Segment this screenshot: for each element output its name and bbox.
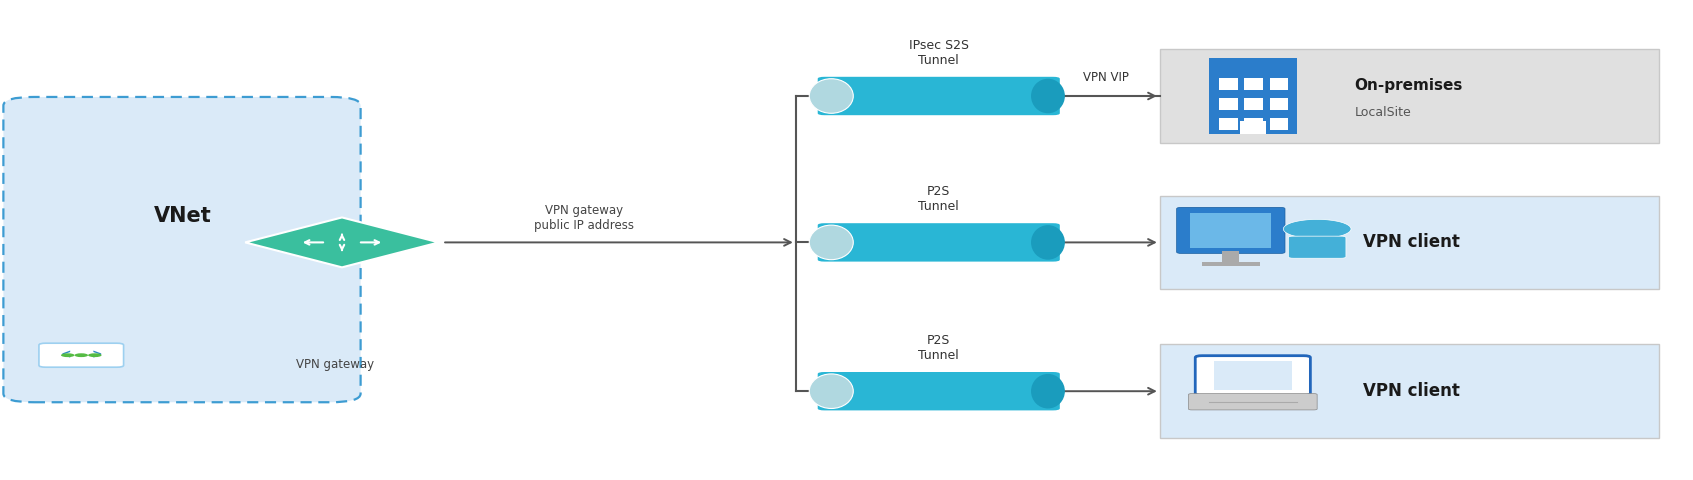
FancyBboxPatch shape	[1177, 207, 1285, 253]
FancyBboxPatch shape	[39, 343, 124, 367]
Ellipse shape	[1031, 225, 1065, 260]
Bar	[1219, 78, 1238, 90]
Bar	[1270, 118, 1288, 130]
Bar	[1222, 251, 1239, 263]
Ellipse shape	[1031, 79, 1065, 113]
Ellipse shape	[1031, 374, 1065, 408]
FancyBboxPatch shape	[818, 372, 1060, 410]
Text: >: >	[91, 348, 102, 362]
Text: P2S
Tunnel: P2S Tunnel	[918, 185, 960, 213]
Bar	[1270, 78, 1288, 90]
Text: P2S
Tunnel: P2S Tunnel	[918, 334, 960, 362]
FancyBboxPatch shape	[818, 77, 1060, 115]
FancyBboxPatch shape	[818, 223, 1060, 262]
Text: VPN client: VPN client	[1363, 382, 1459, 400]
Bar	[1219, 98, 1238, 110]
FancyBboxPatch shape	[3, 97, 361, 402]
Text: <: <	[61, 348, 71, 362]
FancyBboxPatch shape	[1160, 345, 1659, 438]
Text: VPN client: VPN client	[1363, 233, 1459, 252]
Text: IPsec S2S
Tunnel: IPsec S2S Tunnel	[909, 39, 968, 67]
Text: LocalSite: LocalSite	[1354, 106, 1412, 120]
FancyBboxPatch shape	[1160, 49, 1659, 143]
Bar	[1239, 120, 1266, 134]
FancyBboxPatch shape	[1288, 236, 1346, 258]
Text: On-premises: On-premises	[1354, 78, 1463, 93]
Ellipse shape	[809, 79, 853, 113]
Text: VNet: VNet	[154, 206, 212, 226]
Text: VPN gateway: VPN gateway	[296, 358, 374, 372]
Bar	[1214, 361, 1292, 390]
Bar	[1209, 58, 1297, 134]
Bar	[1244, 118, 1263, 130]
FancyBboxPatch shape	[1160, 196, 1659, 289]
Text: VPN gateway
public IP address: VPN gateway public IP address	[533, 204, 635, 232]
Ellipse shape	[809, 374, 853, 408]
Ellipse shape	[809, 225, 853, 260]
Bar	[1244, 78, 1263, 90]
Circle shape	[88, 353, 102, 357]
Text: VPN VIP: VPN VIP	[1084, 71, 1129, 84]
Bar	[1202, 262, 1260, 266]
Polygon shape	[245, 217, 438, 267]
Circle shape	[1283, 219, 1351, 239]
Circle shape	[74, 353, 88, 357]
Bar	[1190, 213, 1271, 248]
Bar	[1244, 98, 1263, 110]
FancyBboxPatch shape	[1188, 394, 1317, 410]
FancyBboxPatch shape	[1195, 356, 1310, 396]
Bar	[1270, 98, 1288, 110]
Bar	[1219, 118, 1238, 130]
Circle shape	[61, 353, 74, 357]
